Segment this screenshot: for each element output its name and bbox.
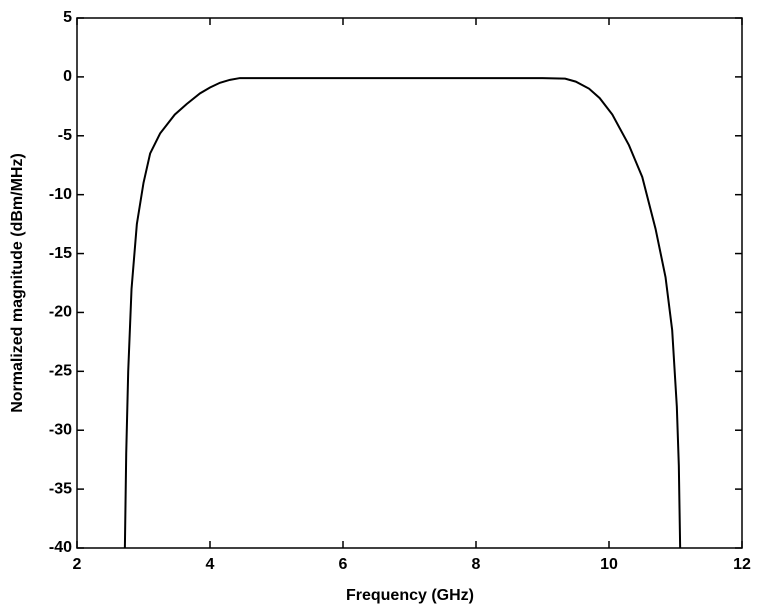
x-tick-label: 4 xyxy=(206,556,215,573)
y-tick-label: -40 xyxy=(49,539,72,556)
x-tick-label: 6 xyxy=(339,556,348,573)
y-tick-label: 5 xyxy=(63,9,72,26)
y-tick-label: -20 xyxy=(49,304,72,321)
x-tick-label: 12 xyxy=(733,556,751,573)
y-tick-label: -35 xyxy=(49,480,72,497)
y-tick-label: -25 xyxy=(49,363,72,380)
plot-frame xyxy=(76,17,743,549)
y-tick-label: -15 xyxy=(49,245,72,262)
y-tick-label: 0 xyxy=(63,68,72,85)
y-tick-label: -10 xyxy=(49,186,72,203)
x-axis-label: Frequency (GHz) xyxy=(346,587,474,604)
x-tick-label: 8 xyxy=(472,556,481,573)
y-axis-label: Normalized magnitude (dBm/MHz) xyxy=(9,153,26,413)
y-tick-label: -5 xyxy=(58,127,72,144)
y-tick-label: -30 xyxy=(49,421,72,438)
x-tick-label: 10 xyxy=(600,556,618,573)
x-tick-label: 2 xyxy=(73,556,82,573)
line xyxy=(123,77,682,549)
